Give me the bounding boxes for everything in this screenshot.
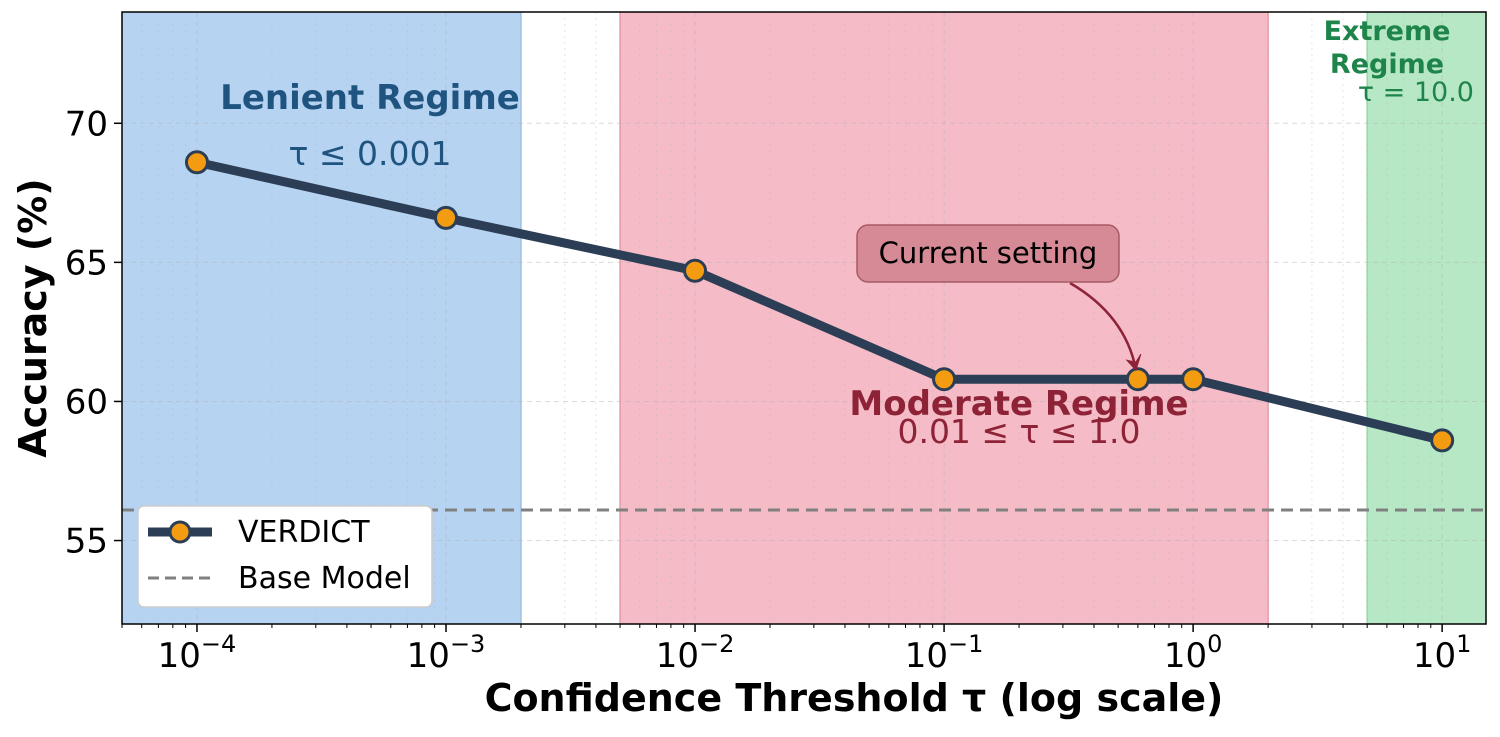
- y-axis-title: Accuracy (%): [11, 178, 55, 457]
- legend-base-label: Base Model: [238, 561, 411, 596]
- annotation-arrowhead: [1125, 353, 1142, 372]
- y-tick-label: 55: [65, 522, 108, 562]
- x-tick-label: 10−4: [158, 630, 237, 676]
- data-point: [184, 150, 209, 175]
- x-tick-label: 10−2: [656, 630, 735, 676]
- region-title-extreme: Regime: [1330, 49, 1444, 80]
- region-subtitle-lenient: τ ≤ 0.001: [289, 134, 452, 173]
- legend-verdict-marker: [168, 520, 192, 544]
- y-tick-label: 60: [65, 382, 108, 422]
- annotation-layer: Current setting: [856, 224, 1142, 372]
- annotation-text: Current setting: [879, 236, 1098, 270]
- data-point: [683, 258, 708, 283]
- x-tick-label: 10−3: [407, 630, 486, 676]
- annotation-box: [856, 224, 1120, 283]
- annotation-arrow: [1069, 281, 1138, 370]
- data-point: [932, 367, 957, 392]
- region-subtitle-moderate: 0.01 ≤ τ ≤ 1.0: [897, 412, 1140, 451]
- y-tick-label: 70: [65, 104, 108, 144]
- legend-verdict-label: VERDICT: [238, 515, 370, 550]
- region-1: [620, 12, 1269, 624]
- data-point: [1430, 428, 1455, 453]
- plot-frame: [121, 11, 1487, 625]
- data-point: [1125, 367, 1150, 392]
- legend-layer: VERDICT Base Model: [137, 505, 433, 608]
- x-tick-label: 100: [1164, 630, 1223, 676]
- data-point: [1181, 367, 1206, 392]
- x-tick-label: 101: [1413, 630, 1472, 676]
- region-subtitle-extreme: τ = 10.0: [1358, 77, 1474, 108]
- region-title-lenient: Lenient Regime: [220, 78, 520, 118]
- x-axis-title: Confidence Threshold τ (log scale): [485, 676, 1224, 720]
- series-layer: [184, 150, 1455, 453]
- region-title-moderate: Moderate Regime: [849, 384, 1188, 424]
- region-title-extreme: Extreme: [1324, 16, 1451, 47]
- regions-layer: [122, 12, 1486, 624]
- data-point: [434, 205, 459, 230]
- y-tick-label: 65: [65, 243, 108, 283]
- region-2: [1367, 12, 1486, 624]
- x-tick-label: 10−1: [905, 630, 984, 676]
- axes-layer: 10−4 10−3 10−2 10−1 100 101 55 60 65 70 Confidence…: [11, 11, 1487, 720]
- labels-layer: Lenient Regime τ ≤ 0.001 Moderate Regime0.…: [220, 16, 1474, 451]
